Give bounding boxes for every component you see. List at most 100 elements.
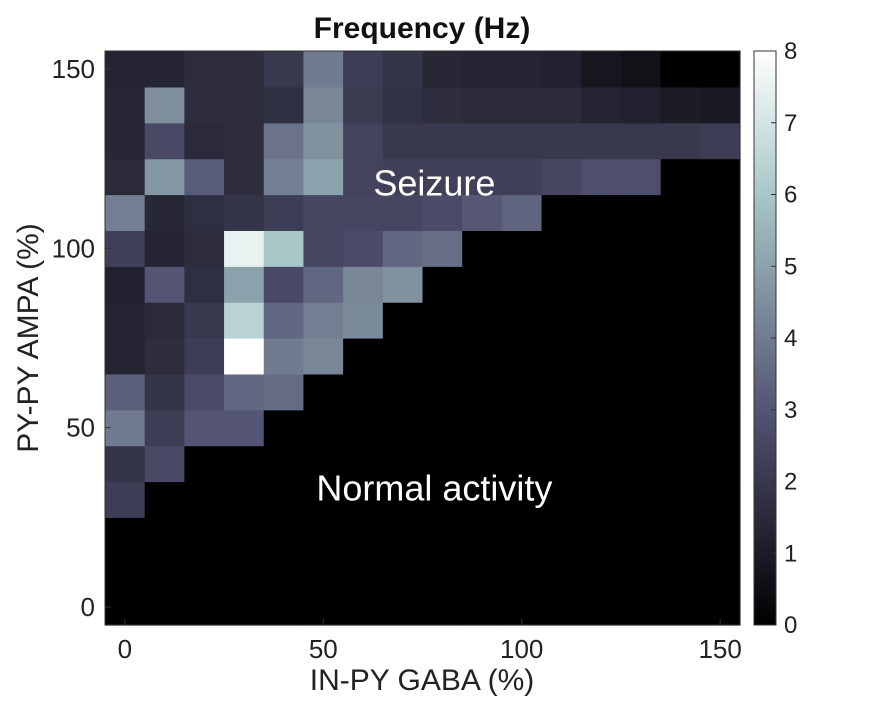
heatmap-cell xyxy=(660,589,701,626)
heatmap-cell xyxy=(700,158,741,196)
heatmap-cell xyxy=(343,517,384,554)
heatmap-cell xyxy=(501,373,543,411)
heatmap-cell xyxy=(343,553,384,590)
heatmap-cell xyxy=(700,445,741,483)
heatmap-cell xyxy=(660,409,701,447)
heatmap-cell xyxy=(620,338,662,375)
heatmap-cell xyxy=(660,194,701,231)
heatmap-cell xyxy=(660,51,701,88)
heatmap-cell xyxy=(343,194,384,231)
heatmap-cell xyxy=(501,302,543,339)
heatmap-cell xyxy=(224,86,265,124)
heatmap-cell xyxy=(462,481,503,518)
heatmap-cell xyxy=(382,86,424,124)
heatmap-cell xyxy=(105,230,146,267)
heatmap-cell xyxy=(144,589,185,626)
heatmap-cell xyxy=(224,122,265,160)
heatmap-cell xyxy=(660,445,701,483)
heatmap-cell xyxy=(700,194,741,231)
heatmap-cell xyxy=(501,445,543,483)
heatmap-cell xyxy=(144,86,185,124)
heatmap-cells xyxy=(105,51,741,626)
heatmap-cell xyxy=(462,51,503,88)
heatmap-cell xyxy=(660,517,701,554)
heatmap-cell xyxy=(620,553,662,590)
colorbar-tick-label: 2 xyxy=(784,469,797,496)
y-tick-label: 100 xyxy=(52,233,95,263)
heatmap-cell xyxy=(303,517,344,554)
heatmap-cell xyxy=(144,266,185,303)
heatmap-cell xyxy=(620,589,662,626)
heatmap-cell xyxy=(581,230,622,267)
heatmap-cell xyxy=(501,553,543,590)
heatmap-cell xyxy=(303,553,344,590)
heatmap-cell xyxy=(620,409,662,447)
annotation-label: Normal activity xyxy=(316,468,552,509)
heatmap-cell xyxy=(541,266,582,303)
y-tick-label: 50 xyxy=(66,413,95,443)
heatmap-cell xyxy=(224,589,265,626)
heatmap-cell xyxy=(700,122,741,160)
heatmap-cell xyxy=(263,230,305,267)
heatmap-cell xyxy=(224,409,265,447)
colorbar: 0 1 2 3 4 5 6 7 8 xyxy=(753,38,797,639)
heatmap-cell xyxy=(184,194,225,231)
heatmap-cell xyxy=(462,194,503,231)
heatmap-cell xyxy=(660,122,701,160)
heatmap-cell xyxy=(184,122,225,160)
colorbar-tick-label: 1 xyxy=(784,540,797,567)
heatmap-cell xyxy=(700,51,741,88)
heatmap-cell xyxy=(343,481,384,518)
heatmap-cell xyxy=(620,517,662,554)
heatmap-cell xyxy=(541,122,582,160)
heatmap-cell xyxy=(581,445,622,483)
heatmap-cell xyxy=(501,338,543,375)
heatmap-cell xyxy=(462,230,503,267)
heatmap-cell xyxy=(541,51,582,88)
heatmap-cell xyxy=(303,409,344,447)
heatmap-cell xyxy=(105,373,146,411)
heatmap-cell xyxy=(144,373,185,411)
heatmap-cell xyxy=(343,51,384,88)
heatmap-cell xyxy=(382,517,424,554)
heatmap-cell xyxy=(422,194,463,231)
heatmap-cell xyxy=(224,302,265,339)
heatmap-cell xyxy=(620,266,662,303)
heatmap-cell xyxy=(184,517,225,554)
heatmap-cell xyxy=(144,122,185,160)
heatmap-cell xyxy=(184,409,225,447)
heatmap-cell xyxy=(303,51,344,88)
heatmap-cell xyxy=(660,373,701,411)
heatmap-cell xyxy=(620,86,662,124)
heatmap-cell xyxy=(660,302,701,339)
heatmap-cell xyxy=(224,517,265,554)
heatmap-cell xyxy=(263,338,305,375)
heatmap-cell xyxy=(105,266,146,303)
heatmap-cell xyxy=(700,373,741,411)
heatmap-cell xyxy=(382,553,424,590)
heatmap-cell xyxy=(501,517,543,554)
heatmap-cell xyxy=(382,373,424,411)
heatmap-cell xyxy=(581,553,622,590)
heatmap-cell xyxy=(501,122,543,160)
colorbar-tick-label: 8 xyxy=(784,38,797,65)
heatmap-cell xyxy=(462,553,503,590)
heatmap-cell xyxy=(541,589,582,626)
heatmap-cell xyxy=(700,338,741,375)
heatmap-cell xyxy=(263,158,305,196)
heatmap-cell xyxy=(303,158,344,196)
axes-frame xyxy=(104,50,741,626)
heatmap-cell xyxy=(184,553,225,590)
heatmap-cell xyxy=(184,445,225,483)
heatmap-cell xyxy=(581,51,622,88)
heatmap-cell xyxy=(184,86,225,124)
x-axis-label: IN-PY GABA (%) xyxy=(310,664,535,697)
heatmap-cell xyxy=(184,589,225,626)
heatmap-cell xyxy=(263,589,305,626)
heatmap-cell xyxy=(303,266,344,303)
heatmap-cell xyxy=(184,338,225,375)
heatmap-cell xyxy=(144,194,185,231)
heatmap-cell xyxy=(224,553,265,590)
heatmap-cell xyxy=(382,266,424,303)
heatmap-cell xyxy=(343,589,384,626)
